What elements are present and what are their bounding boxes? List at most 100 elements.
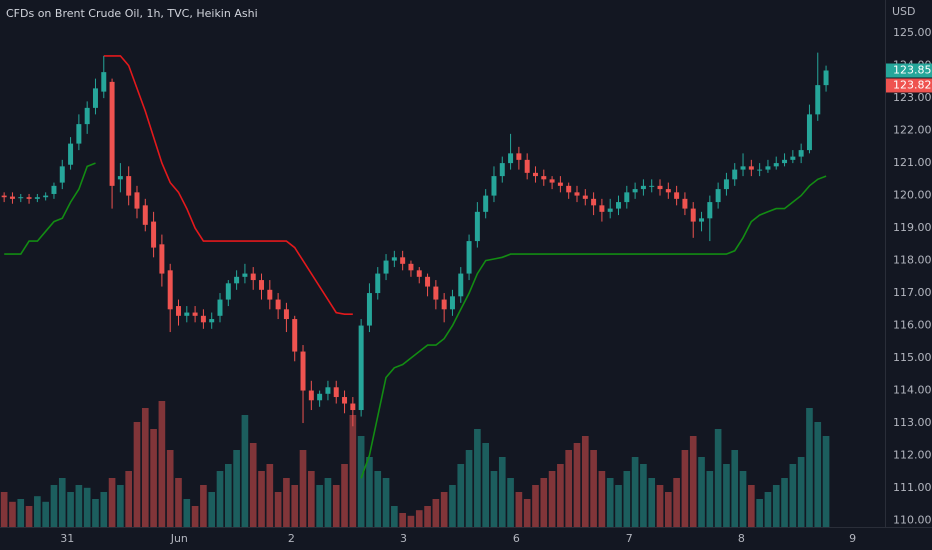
candle-body [300,351,306,391]
candle-body [732,169,738,180]
candle-body [790,156,796,160]
volume-bar [50,485,58,527]
volume-bar [332,485,340,527]
candle-body [798,150,804,157]
candle-body [200,315,206,323]
candle-body [649,185,655,187]
candle-body [400,257,406,264]
volume-bar [789,464,797,527]
volume-bar [424,506,431,527]
volume-bar [498,457,506,527]
candle-body [1,195,7,198]
volume-bar [357,436,365,527]
candle-body [234,276,240,284]
candle-body [92,88,98,108]
price-tag [886,78,932,93]
candle-body [192,312,198,316]
candle-body [740,166,746,170]
y-tick-label: 113.00 [893,416,932,429]
volume-bar [391,506,398,527]
candle-body [599,205,605,212]
candle-body [109,81,115,186]
volume-bar [581,436,589,527]
candle-body [715,189,721,203]
volume-bar [191,506,199,527]
volume-bar [150,429,157,527]
candle-body [225,283,231,300]
x-tick-label: 31 [60,532,74,545]
volume-bar [623,471,631,527]
candle-body [591,198,597,206]
candle-body [242,273,248,277]
candle-body [549,179,555,183]
candle-body [333,387,339,398]
candle-body [126,176,132,196]
volume-bar [723,464,730,527]
volume-bar [291,485,299,527]
volume-bar [631,457,639,527]
volume-bar [781,478,788,527]
candle-body [815,85,821,115]
volume-bar [648,478,656,527]
candle-body [765,166,771,170]
candle-body [657,185,663,190]
volume-bar [58,478,66,527]
x-tick-label: 9 [849,532,856,545]
volume-bar [523,499,531,527]
volume-bar [731,450,739,527]
volume-bar [216,471,224,527]
volume-bar [764,492,772,527]
y-tick-label: 123.00 [893,91,932,104]
volume-bar [249,443,257,527]
volume-bar [258,471,265,527]
candle-body [458,273,464,297]
x-tick-label: 7 [626,532,633,545]
candle-body [532,172,538,177]
candle-body [466,241,472,274]
volume-bar [34,496,41,527]
volume-bar [598,471,606,527]
volume-bar [382,478,390,527]
y-tick-label: 116.00 [893,319,932,332]
candle-body [707,202,713,219]
volume-bar [233,450,240,527]
volume-bar [341,464,348,527]
volume-bar [158,401,166,527]
volume-bar [557,464,564,527]
y-tick-label: 110.00 [893,514,932,527]
volume-bar [664,492,672,527]
y-tick-label: 112.00 [893,449,932,462]
volume-bar [673,478,680,527]
price-tag-label: 123.85 [893,64,932,77]
candle-body [217,299,223,316]
volume-bar [474,429,481,527]
candle-body [632,189,638,193]
y-tick-label: 120.00 [893,189,932,202]
volume-bar [274,492,282,527]
volume-bar [108,478,116,527]
candle-body [84,107,90,125]
volume-bar [706,471,714,527]
volume-bar [67,492,74,527]
volume-bar [739,471,747,527]
volume-bar [640,464,647,527]
volume-bar [814,422,822,527]
volume-bar [0,492,8,527]
candle-body [325,387,331,394]
candle-body [250,273,256,281]
volume-bar [100,492,108,527]
candle-body [416,270,422,277]
candle-body [43,195,49,198]
candle-body [159,244,165,274]
volume-bar [125,471,133,527]
candle-body [391,257,397,261]
candle-body [516,153,522,160]
candle-body [616,202,621,209]
candle-body [184,312,190,316]
volume-bar [399,513,406,527]
y-tick-label: 117.00 [893,286,932,299]
volume-bar [224,464,232,527]
candle-body [26,197,32,199]
